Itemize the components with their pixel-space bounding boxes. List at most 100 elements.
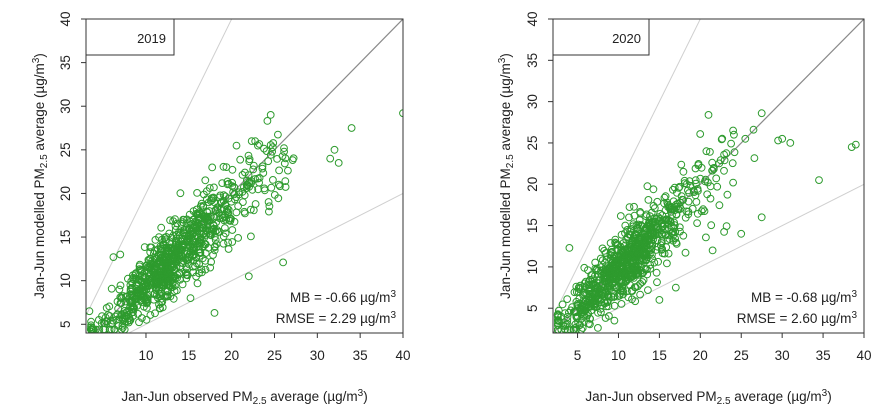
- data-point: [160, 241, 168, 249]
- x-tick-label: 35: [816, 348, 831, 363]
- data-point: [224, 245, 233, 253]
- data-point: [590, 272, 599, 281]
- y-tick-label: 40: [58, 11, 73, 26]
- data-point: [247, 232, 255, 241]
- data-point: [228, 238, 237, 246]
- data-point: [222, 163, 231, 172]
- data-point: [221, 200, 230, 209]
- data-point: [266, 111, 275, 119]
- data-point: [247, 137, 256, 146]
- data-point: [723, 190, 732, 199]
- data-point: [175, 249, 184, 257]
- data-point: [262, 147, 271, 156]
- data-point: [693, 209, 702, 218]
- data-point: [663, 259, 671, 268]
- data-point: [670, 183, 679, 192]
- x-tick-label: 15: [652, 348, 667, 363]
- data-point: [720, 150, 728, 159]
- data-point: [558, 300, 567, 309]
- data-point: [243, 181, 252, 190]
- data-point: [664, 216, 673, 225]
- data-point: [638, 278, 647, 286]
- data-point: [588, 297, 597, 306]
- data-point: [127, 292, 135, 301]
- data-point: [664, 231, 673, 240]
- data-point: [184, 232, 193, 241]
- data-point: [115, 285, 124, 294]
- x-tick-label: 20: [693, 348, 708, 363]
- data-point: [699, 205, 707, 214]
- data-point: [178, 280, 187, 289]
- data-point: [87, 317, 95, 326]
- data-point: [243, 176, 251, 185]
- data-point: [135, 260, 144, 269]
- data-point: [116, 250, 125, 259]
- data-point: [209, 251, 217, 259]
- data-point: [248, 185, 257, 194]
- plot-frame: [552, 18, 865, 334]
- data-point: [199, 203, 208, 211]
- data-point: [326, 154, 335, 163]
- data-point: [221, 201, 230, 210]
- data-point: [251, 200, 260, 208]
- data-point: [334, 159, 343, 167]
- data-point: [652, 268, 661, 277]
- data-point: [671, 283, 680, 292]
- data-point: [654, 257, 662, 266]
- y-tick-label: 5: [58, 321, 73, 329]
- data-point: [192, 218, 200, 227]
- data-point: [185, 238, 194, 247]
- data-point: [757, 109, 766, 118]
- data-point: [679, 167, 688, 176]
- data-point: [704, 111, 713, 119]
- data-point: [195, 245, 203, 254]
- data-point: [636, 279, 645, 288]
- data-point: [161, 275, 170, 284]
- data-point: [163, 287, 172, 296]
- data-point: [750, 154, 759, 163]
- data-point: [617, 300, 626, 308]
- data-point: [691, 176, 700, 185]
- data-point: [166, 244, 175, 253]
- data-point: [228, 178, 237, 187]
- data-point: [591, 300, 600, 309]
- data-point: [729, 178, 737, 187]
- data-point: [728, 159, 737, 168]
- data-point: [195, 269, 203, 278]
- data-point: [587, 271, 596, 280]
- data-point: [284, 166, 292, 175]
- data-point: [274, 180, 283, 189]
- data-point: [149, 295, 158, 304]
- data-point: [265, 202, 274, 211]
- data-point: [138, 272, 147, 281]
- data-point: [684, 197, 693, 206]
- data-point: [273, 155, 282, 163]
- data-point: [703, 190, 712, 199]
- data-point: [280, 147, 289, 156]
- data-point: [709, 164, 718, 172]
- data-point: [670, 224, 678, 232]
- data-point: [162, 235, 170, 244]
- data-point: [757, 213, 766, 222]
- data-point: [173, 286, 181, 295]
- data-point: [281, 183, 290, 191]
- data-point: [142, 299, 151, 308]
- data-point: [232, 208, 241, 217]
- data-point: [583, 289, 591, 298]
- data-point: [644, 286, 652, 295]
- data-point: [722, 222, 731, 231]
- data-point: [585, 296, 594, 305]
- data-point: [138, 283, 147, 292]
- data-point: [594, 324, 602, 332]
- data-point: [244, 171, 253, 180]
- data-point: [199, 220, 208, 229]
- data-point: [715, 159, 724, 168]
- data-point: [151, 309, 159, 318]
- data-point: [281, 177, 290, 186]
- data-point: [630, 261, 639, 270]
- data-point: [596, 304, 605, 313]
- data-point: [584, 319, 593, 328]
- data-point: [186, 294, 195, 303]
- data-point: [692, 198, 701, 206]
- data-point: [249, 165, 258, 174]
